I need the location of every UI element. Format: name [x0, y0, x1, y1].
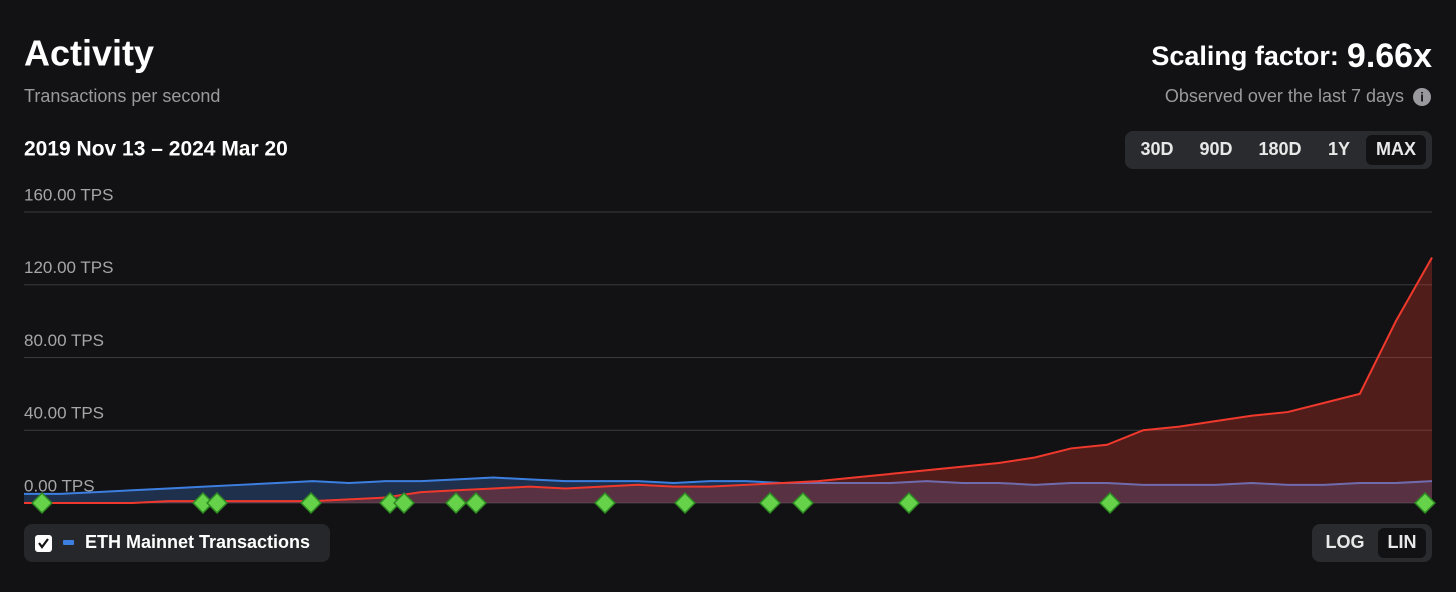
milestone — [1099, 492, 1121, 514]
milestone — [792, 492, 814, 514]
legend-checkbox[interactable] — [35, 535, 52, 552]
range-active — [1366, 135, 1426, 165]
scaling-value: 9.66x — [1347, 37, 1432, 75]
y-tick-label: 0.00 TPS — [24, 476, 95, 495]
milestone — [379, 492, 401, 514]
y-tick-label: 120.00 TPS — [24, 258, 113, 277]
title: Activity — [24, 33, 154, 74]
scale-active — [1378, 528, 1426, 558]
range-button[interactable]: 1Y — [1328, 139, 1350, 159]
milestone — [393, 492, 415, 514]
svg-text:i: i — [1420, 89, 1424, 104]
subtitle: Transactions per second — [24, 86, 220, 106]
date-range: 2019 Nov 13 – 2024 Mar 20 — [24, 138, 288, 161]
y-tick-label: 40.00 TPS — [24, 404, 104, 423]
milestone — [898, 492, 920, 514]
scale-button[interactable]: LOG — [1326, 532, 1365, 552]
info-icon[interactable]: i — [1413, 88, 1431, 106]
range-button[interactable]: 180D — [1258, 139, 1301, 159]
milestone — [1414, 492, 1436, 514]
milestone — [465, 492, 487, 514]
y-tick-label: 80.00 TPS — [24, 331, 104, 350]
milestone — [674, 492, 696, 514]
scale-button[interactable]: LIN — [1388, 532, 1417, 552]
scaling-factor: Scaling factor: 9.66x — [1151, 37, 1432, 75]
line — [24, 476, 1433, 495]
milestone — [31, 492, 53, 514]
milestone — [206, 492, 228, 514]
plot: 0.00 TPS 40.00 TPS 80.00 TPS 120.00 TPS 160.… — [24, 185, 1436, 514]
milestone — [300, 492, 322, 514]
range-button[interactable]: MAX — [1376, 139, 1416, 159]
scaling-label: Scaling factor: — [1151, 41, 1339, 71]
scaling-note: Observed over the last 7 days — [1165, 86, 1404, 106]
line — [24, 256, 1433, 504]
area — [24, 257, 1432, 503]
milestone — [759, 492, 781, 514]
legend-label: ETH Mainnet Transactions — [85, 532, 310, 552]
y-tick-label: 160.00 TPS — [24, 185, 113, 204]
range-button[interactable]: 90D — [1199, 139, 1232, 159]
milestone — [445, 492, 467, 514]
milestone — [594, 492, 616, 514]
legend — [24, 524, 330, 562]
milestone — [192, 492, 214, 514]
range-button[interactable]: 30D — [1140, 139, 1173, 159]
range-selector — [1125, 131, 1432, 169]
legend-swatch — [63, 540, 74, 545]
